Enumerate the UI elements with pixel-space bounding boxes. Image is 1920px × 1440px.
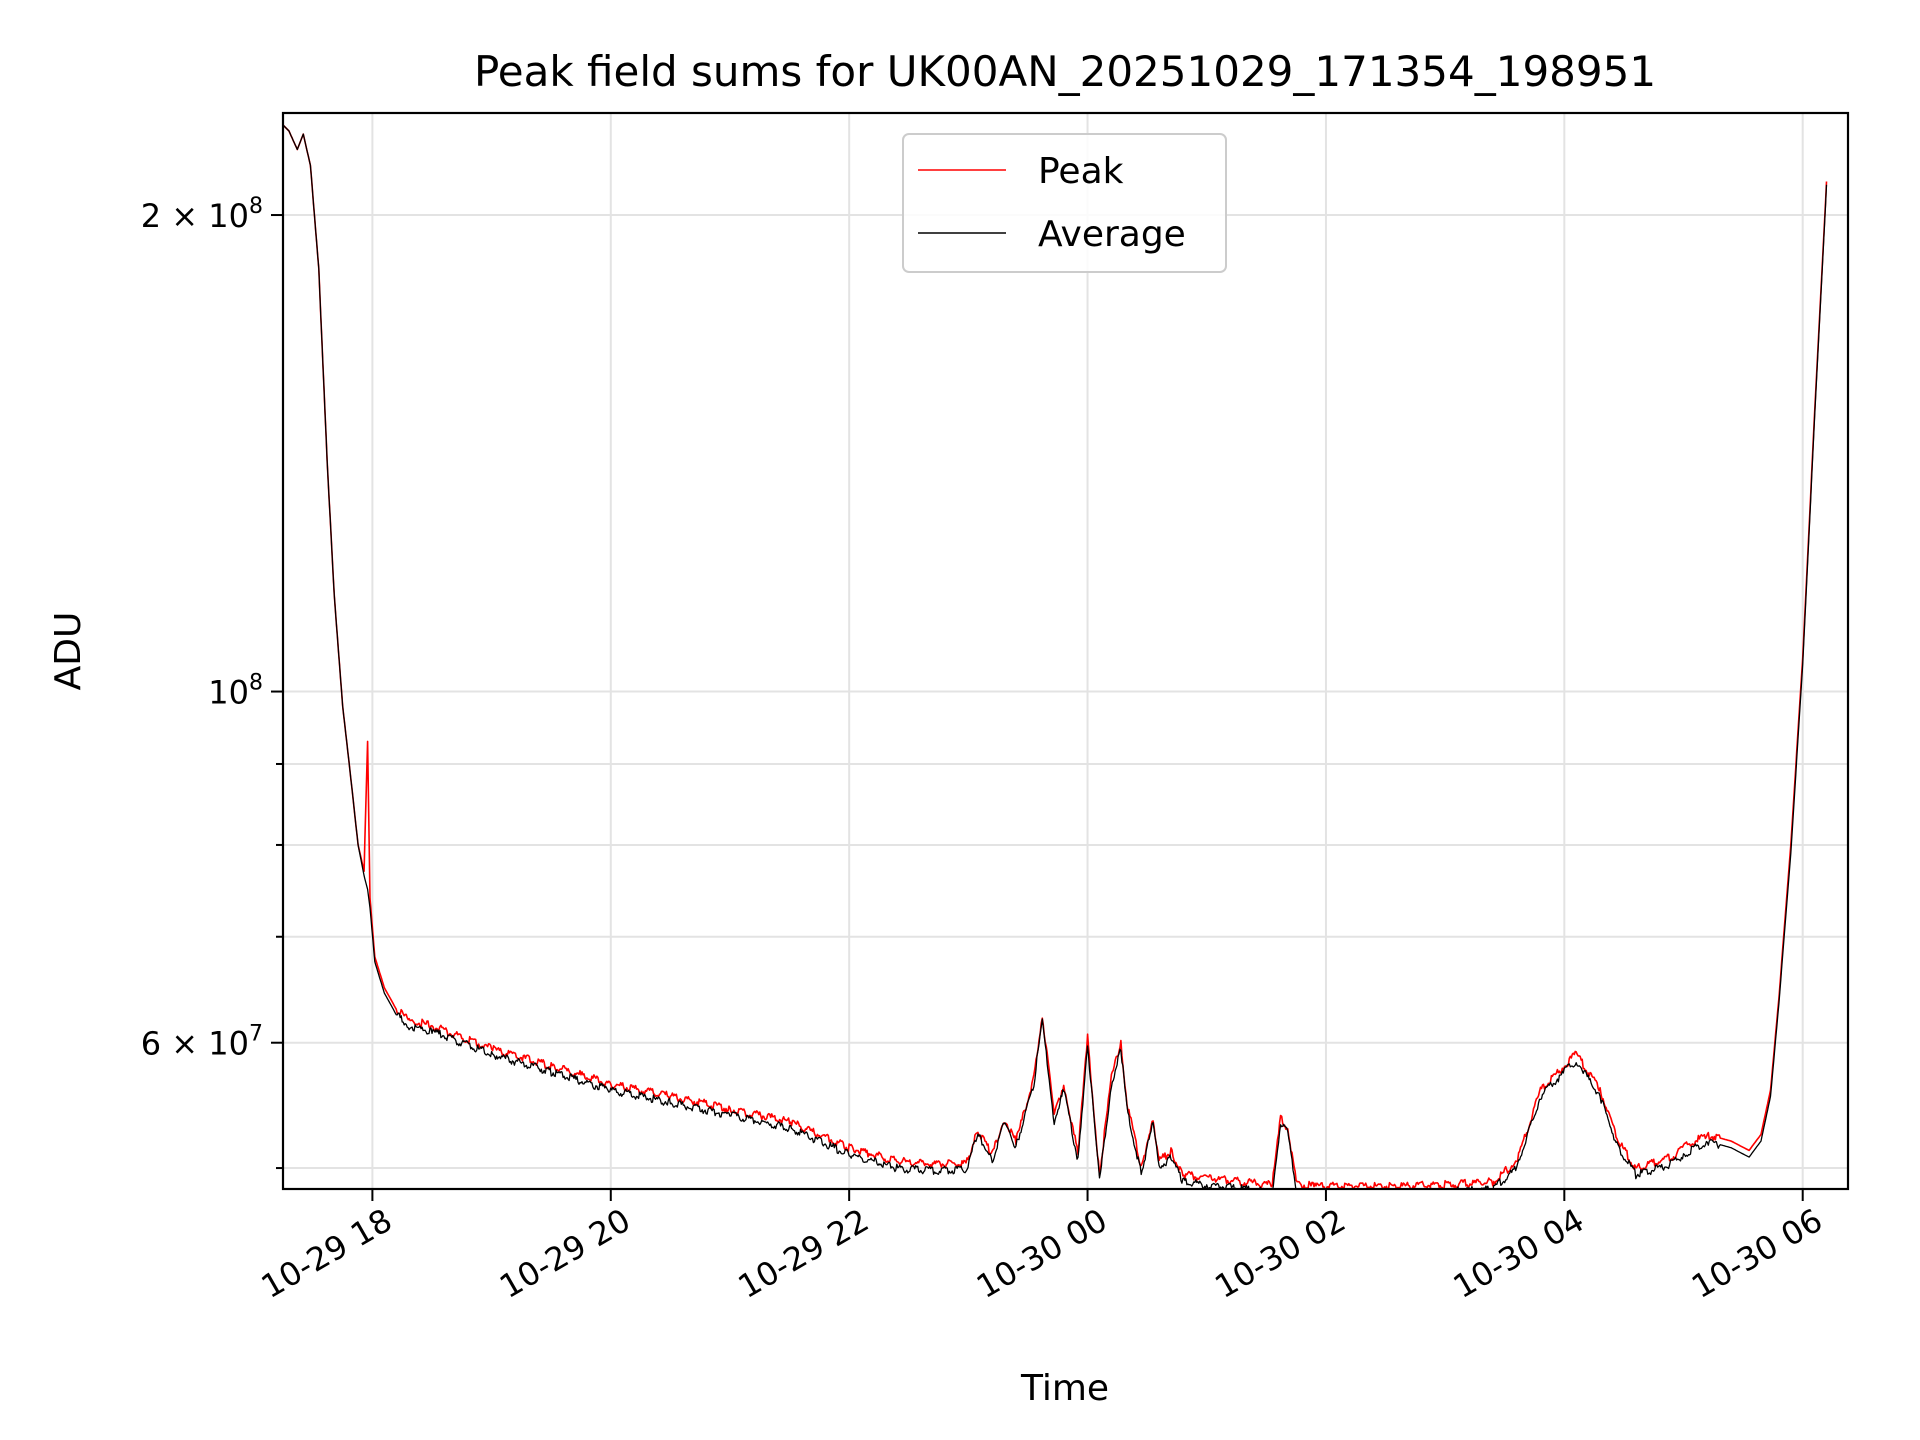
x-axis-label: Time — [1020, 1368, 1109, 1409]
plot-frame — [281, 111, 1850, 1191]
series-area — [283, 124, 1828, 1189]
legend-box — [902, 133, 1227, 273]
legend-peak-label: Peak — [1038, 151, 1124, 192]
grid — [283, 113, 1848, 1189]
y-tick-label: 2 × 108 — [141, 194, 263, 235]
legend: Peak Average — [902, 133, 1227, 273]
y-tick-label: 6 × 107 — [141, 1022, 263, 1063]
peak-series-line — [283, 124, 1828, 1189]
chart-title: Peak field sums for UK00AN_20251029_1713… — [474, 47, 1656, 96]
y-axis-label: ADU — [48, 612, 89, 691]
average-series-line — [283, 124, 1828, 1189]
legend-average-label: Average — [1038, 214, 1186, 255]
